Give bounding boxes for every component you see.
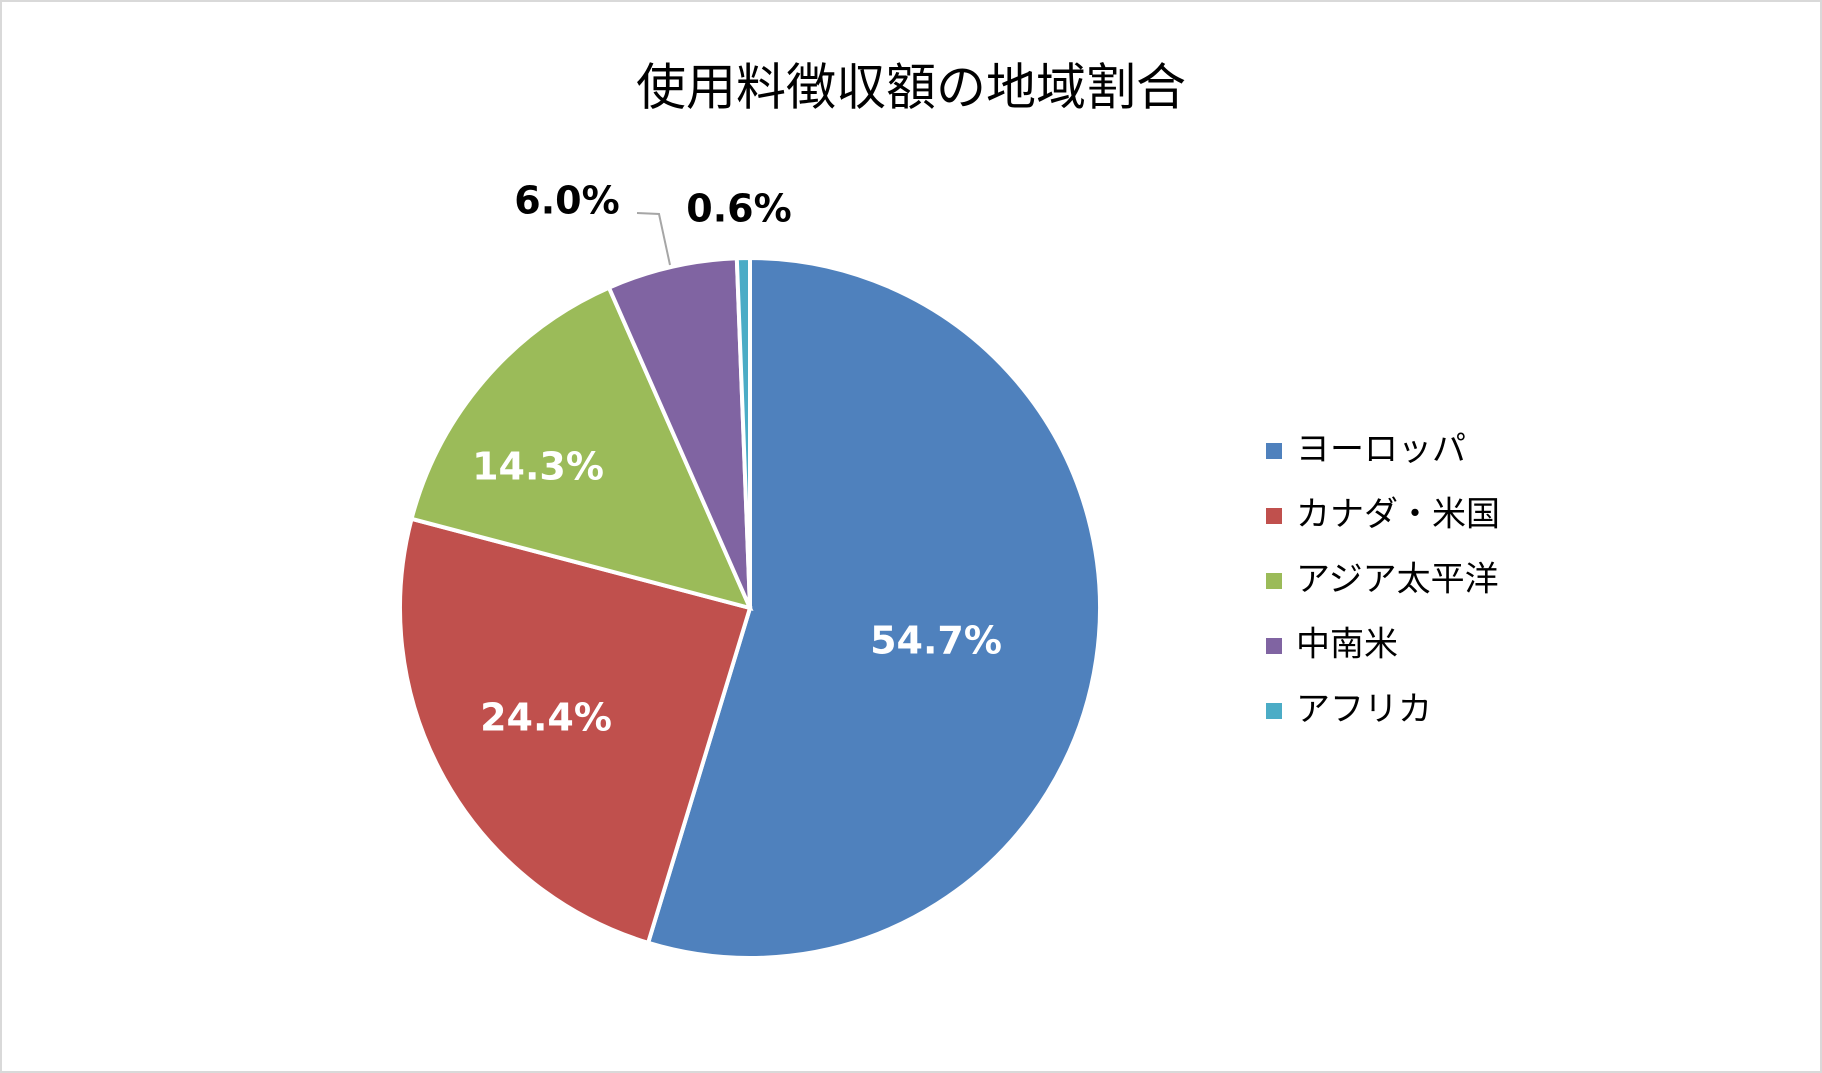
- legend-swatch: [1266, 573, 1282, 589]
- data-label: 24.4%: [480, 696, 612, 740]
- legend-label: アフリカ: [1296, 690, 1432, 730]
- pie-slice: [645, 255, 1102, 960]
- data-label: 6.0%: [514, 179, 619, 223]
- legend-swatch: [1266, 638, 1282, 654]
- legend-label: ヨーロッパ: [1296, 430, 1466, 470]
- data-label: 0.6%: [686, 187, 791, 231]
- legend-swatch: [1266, 508, 1282, 524]
- data-label: 14.3%: [472, 445, 604, 489]
- pie-slice: [409, 285, 754, 611]
- legend-label: カナダ・米国: [1296, 495, 1500, 535]
- legend-label: アジア太平洋: [1296, 560, 1499, 600]
- data-label: 54.7%: [870, 619, 1002, 663]
- legend-swatch: [1266, 703, 1282, 719]
- leader-line: [636, 212, 671, 266]
- pie-slice: [606, 256, 752, 609]
- legend-swatch: [1266, 443, 1282, 459]
- chart-title: 使用料徴収額の地域割合: [636, 59, 1186, 117]
- legend-label: 中南米: [1296, 625, 1398, 665]
- pie-slice: [734, 255, 752, 609]
- pie-slice: [398, 516, 753, 946]
